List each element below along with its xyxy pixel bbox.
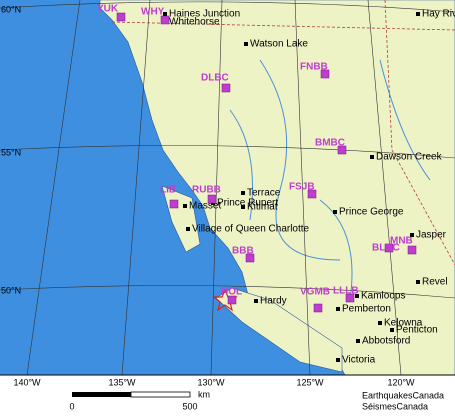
station-label: VGMB <box>300 287 330 298</box>
station-label: BLBC <box>372 243 400 254</box>
city-marker <box>416 12 420 16</box>
city-label: Hardy <box>260 296 287 307</box>
city-label: Kitimat <box>247 202 278 213</box>
scale-bar <box>72 391 191 398</box>
city-label: Village of Queen Charlotte <box>192 224 310 235</box>
station-marker <box>160 15 170 25</box>
city-marker <box>244 42 248 46</box>
station-marker <box>116 12 126 22</box>
city-marker <box>163 12 167 16</box>
station-marker <box>345 293 355 303</box>
city-label: Kelowna <box>384 318 423 329</box>
station-marker <box>245 253 255 263</box>
scale-label: km <box>198 389 210 399</box>
city-label: Penticton <box>396 325 438 336</box>
station-label: FNBB <box>300 62 328 73</box>
station-marker <box>307 189 317 199</box>
city-label: Whitehorse <box>169 17 220 28</box>
city-label: Revel <box>422 277 448 288</box>
city-label: Pemberton <box>342 304 391 315</box>
city-label: Prince Rupert <box>217 198 278 209</box>
scale-label: 0 <box>69 401 74 411</box>
station-label: LIB <box>160 185 176 196</box>
city-marker <box>355 294 359 298</box>
city-label: Jasper <box>416 230 447 241</box>
city-marker <box>378 321 382 325</box>
station-marker <box>407 245 417 255</box>
city-marker <box>356 339 360 343</box>
lon-label: 125°W <box>296 377 324 387</box>
lon-label: 130°W <box>197 377 225 387</box>
city-label: Haines Junction <box>169 9 240 20</box>
city-label: Watson Lake <box>250 39 308 50</box>
station-marker <box>169 199 179 209</box>
station-marker <box>221 83 231 93</box>
lon-label: 135°W <box>108 377 136 387</box>
station-marker <box>227 295 237 305</box>
lat-label: 50°N <box>1 285 21 295</box>
rivers <box>229 59 431 301</box>
lat-label: 60°N <box>1 4 21 14</box>
station-marker <box>337 145 347 155</box>
scale-label: 500 <box>182 401 197 411</box>
credit: EarthquakesCanada <box>362 390 444 400</box>
station-label: WHY <box>141 7 165 18</box>
city-label: Dawson Creek <box>376 152 443 163</box>
station-label: BMBC <box>315 138 345 149</box>
city-marker <box>183 204 187 208</box>
station-label: YUK <box>97 4 119 15</box>
station-label: BBB <box>232 246 254 257</box>
city-marker <box>186 227 190 231</box>
station-label: DLBC <box>201 73 229 84</box>
city-label: Hay River <box>422 9 455 20</box>
station-marker <box>320 69 330 79</box>
station-label: MNB <box>390 236 413 247</box>
station-marker <box>207 194 217 204</box>
lat-label: 55°N <box>1 147 21 157</box>
city-marker <box>370 155 374 159</box>
city-marker <box>390 328 394 332</box>
city-marker <box>416 280 420 284</box>
station-marker <box>384 243 394 253</box>
city-marker <box>336 307 340 311</box>
station-marker <box>313 303 323 313</box>
island <box>215 287 343 373</box>
city-label: Abbotsford <box>362 336 410 347</box>
graticule <box>0 0 455 376</box>
city-marker <box>241 191 245 195</box>
city-marker <box>410 233 414 237</box>
city-marker <box>336 358 340 362</box>
station-label: RUBB <box>192 185 221 196</box>
station-label: LLLB <box>333 286 359 297</box>
lon-label: 140°W <box>13 377 41 387</box>
city-marker <box>333 210 337 214</box>
credit: SéismesCanada <box>362 401 428 411</box>
city-marker <box>254 299 258 303</box>
city-marker <box>241 205 245 209</box>
station-label: HOL <box>221 287 242 298</box>
lon-label: 120°W <box>387 377 415 387</box>
city-label: Masset <box>189 201 221 212</box>
city-label: Terrace <box>247 188 281 199</box>
city-label: Victoria <box>342 355 376 366</box>
station-label: FSJB <box>289 182 315 193</box>
city-label: Kamloops <box>361 291 405 302</box>
city-label: Prince George <box>339 207 404 218</box>
